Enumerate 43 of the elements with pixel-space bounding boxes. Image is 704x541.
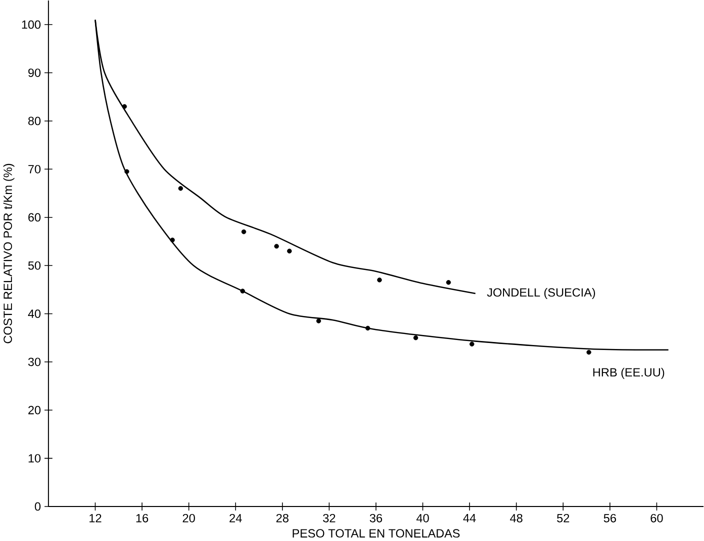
- y-tick-label: 60: [28, 213, 41, 222]
- point: [413, 336, 418, 340]
- point: [122, 104, 127, 109]
- point: [274, 244, 279, 249]
- x-tick-label: 12: [90, 514, 102, 522]
- point: [170, 238, 175, 242]
- x-tick-label: 32: [323, 514, 336, 522]
- x-tick-label: 40: [416, 514, 429, 522]
- x-tick-label: 16: [136, 514, 148, 522]
- x-tick-label: 20: [182, 514, 195, 522]
- y-tick-label: 70: [28, 165, 41, 174]
- point: [287, 248, 292, 254]
- y-tick-label: 80: [28, 116, 41, 126]
- y-axis-title: COSTE RELATIVO POR t/Km (%): [3, 164, 14, 344]
- y-tick-label: 90: [28, 68, 41, 78]
- y-tick-label: 0: [34, 502, 41, 511]
- point: [240, 288, 246, 294]
- x-tick-label: 36: [370, 514, 382, 522]
- point: [470, 342, 474, 347]
- y-tick-label: 10: [28, 454, 41, 463]
- y-tick-label: 40: [28, 310, 41, 318]
- series-label: HRB (EE.UU): [593, 368, 664, 379]
- x-tick-label: 48: [510, 514, 522, 522]
- x-tick-label: 44: [463, 514, 476, 522]
- y-tick-label: 20: [28, 406, 41, 414]
- point: [377, 278, 382, 282]
- y-tick-label: 100: [22, 20, 41, 29]
- x-tick-label: 28: [276, 514, 288, 522]
- point: [241, 229, 246, 234]
- y-tick-label: 30: [28, 358, 41, 366]
- x-tick-label: 56: [604, 514, 616, 522]
- x-tick-label: 24: [230, 514, 242, 522]
- point: [586, 350, 592, 355]
- point: [178, 186, 184, 191]
- series-label: JONDELL (SUECIA): [487, 288, 596, 300]
- point: [365, 326, 370, 331]
- point: [124, 169, 130, 174]
- y-tick-label: 50: [28, 261, 41, 270]
- x-tick-label: 52: [557, 514, 570, 522]
- point: [316, 318, 322, 324]
- x-tick-label: 60: [650, 514, 663, 522]
- x-axis-title: PESO TOTAL EN TONELADAS: [292, 529, 460, 538]
- point: [446, 280, 451, 285]
